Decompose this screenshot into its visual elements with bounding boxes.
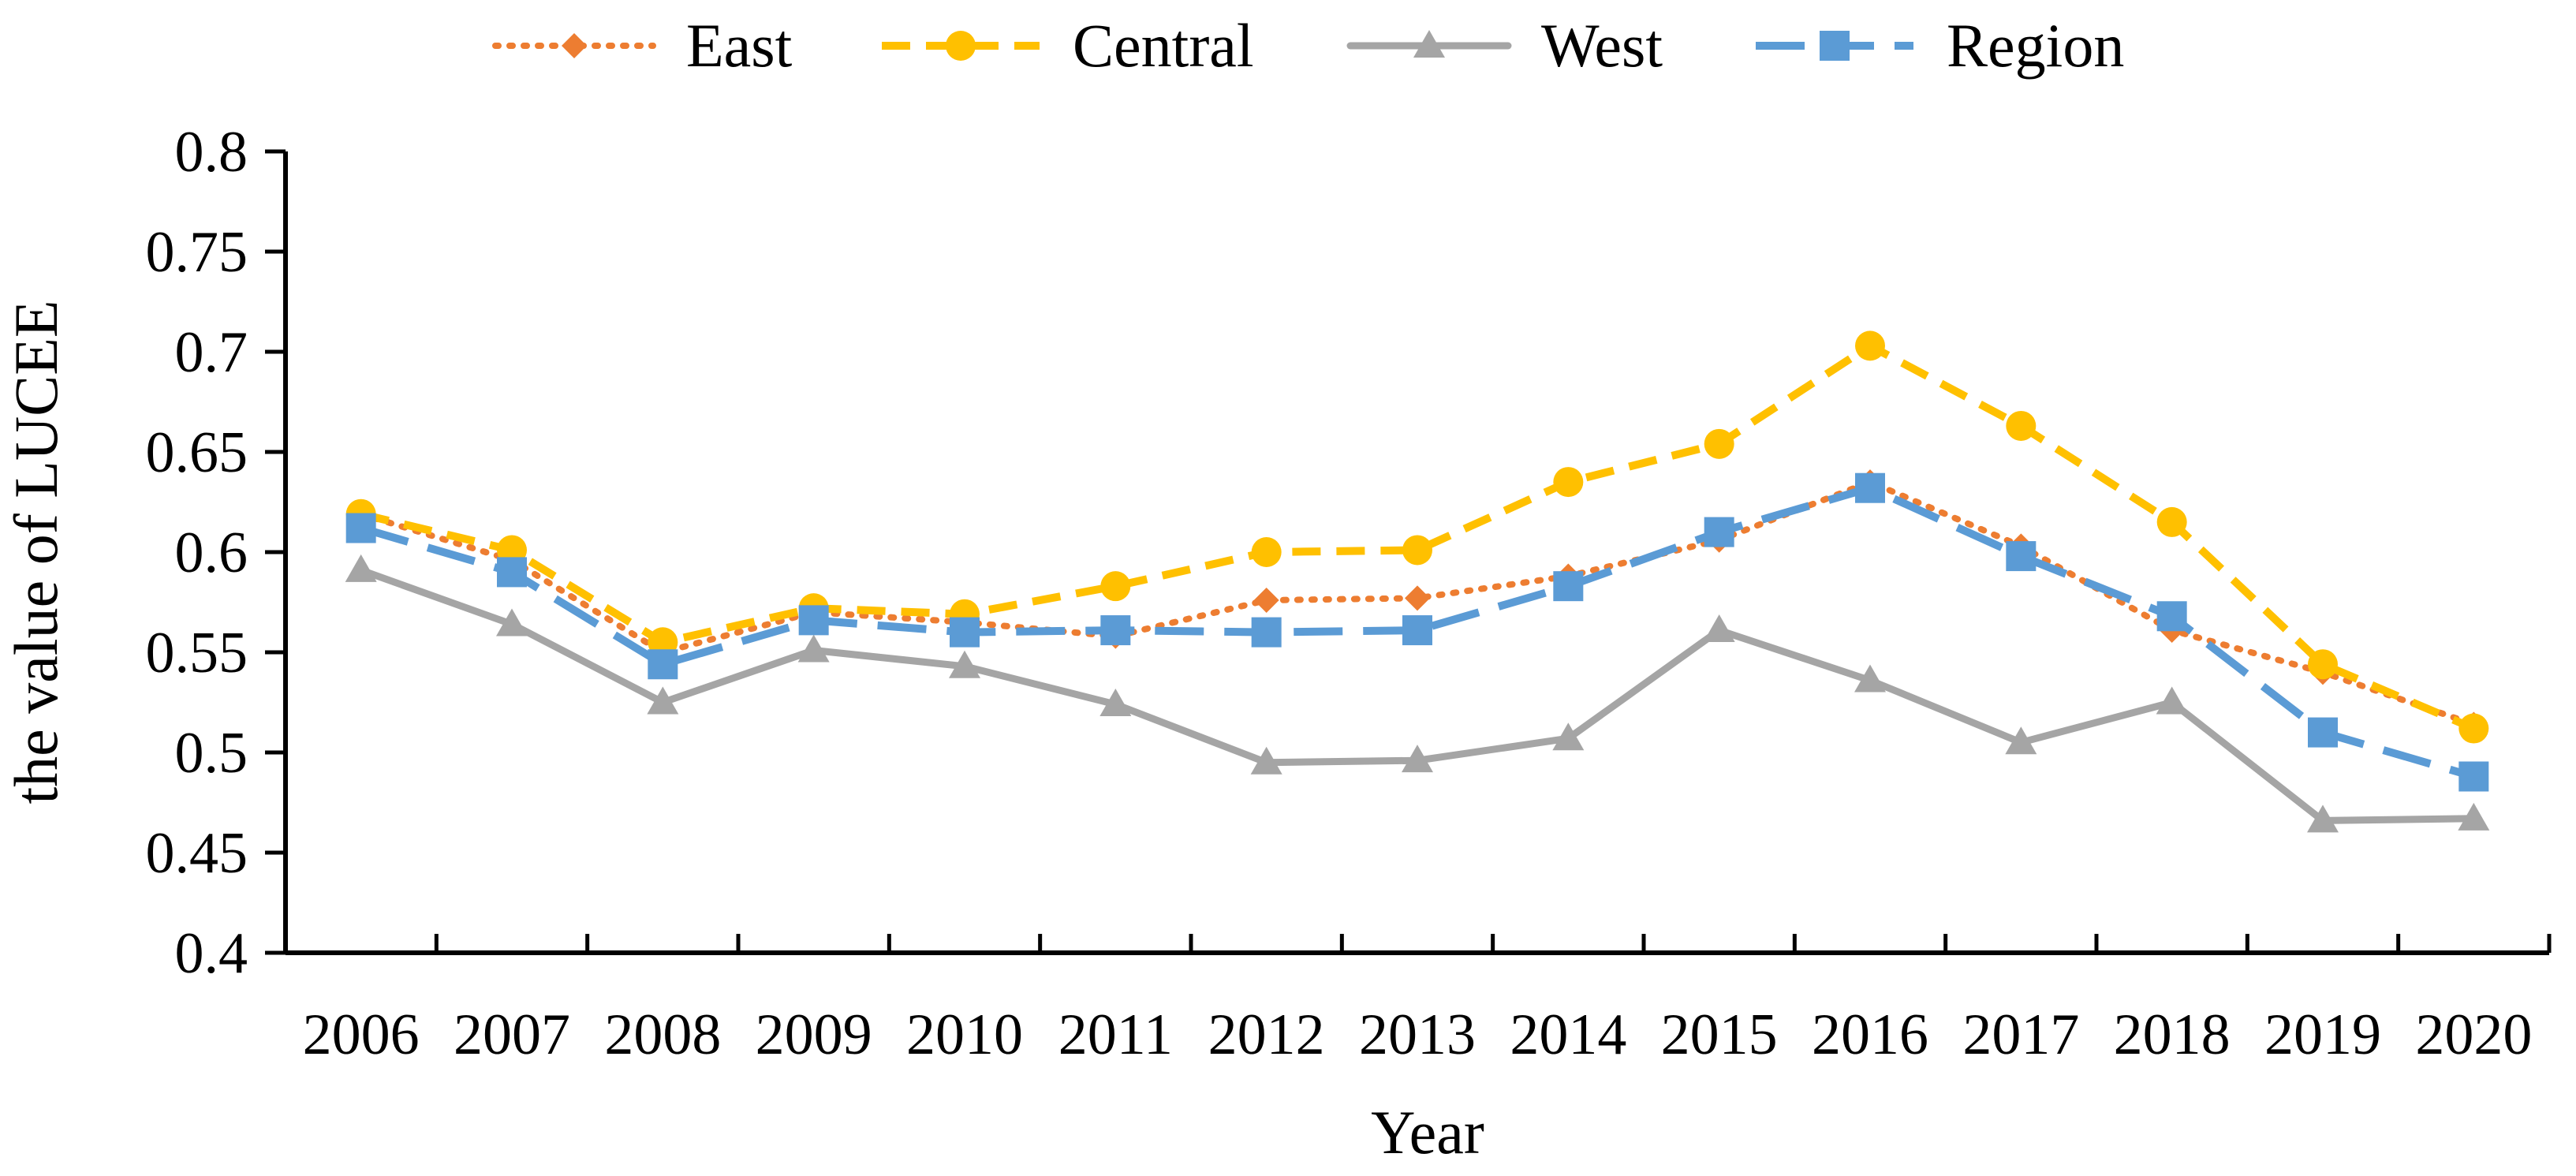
data-point-region [648, 649, 678, 680]
x-tick-label: 2014 [1510, 1002, 1626, 1067]
data-point-central [1251, 537, 1282, 567]
data-point-region [1704, 517, 1734, 547]
series-region [345, 472, 2489, 792]
legend-marker-central [946, 31, 976, 61]
series-line-east [357, 479, 2477, 728]
y-tick-label: 0.4 [175, 921, 248, 986]
data-point-region [1251, 617, 1282, 648]
data-point-central [2458, 713, 2489, 744]
data-point-east [1405, 585, 1430, 611]
legend-marker-west [1413, 30, 1445, 58]
legend-item-west: West [1346, 11, 1663, 80]
series-line-region [360, 483, 2475, 781]
y-tick-label: 0.55 [146, 621, 248, 685]
legend-marker-region [1820, 31, 1850, 61]
y-tick-label: 0.65 [146, 420, 248, 485]
x-tick-label: 2013 [1359, 1002, 1476, 1067]
x-tick-label: 2011 [1058, 1002, 1173, 1067]
chart-legend: East Central West Region [492, 11, 2124, 80]
data-point-central [1704, 428, 1734, 459]
x-tick-label: 2009 [756, 1002, 872, 1067]
y-axis: 0.4 0.45 0.5 0.55 0.6 0.65 0.7 0.75 0.8 [146, 120, 288, 986]
data-point-west [1402, 745, 1433, 773]
x-tick-label: 2016 [1812, 1002, 1928, 1067]
data-point-region [950, 617, 980, 648]
data-point-west [949, 650, 980, 678]
data-point-west [797, 634, 830, 663]
data-point-west [1250, 746, 1282, 775]
legend-marker-east [562, 33, 587, 58]
data-point-region [1553, 571, 1584, 602]
data-point-region [497, 557, 527, 588]
x-tick-label: 2020 [2415, 1002, 2532, 1067]
data-point-central [2308, 649, 2338, 680]
x-tick-label: 2012 [1208, 1002, 1325, 1067]
data-point-region [798, 605, 829, 636]
data-point-central [2006, 410, 2037, 441]
data-point-region [345, 513, 376, 543]
y-tick-label: 0.75 [146, 220, 248, 285]
data-point-region [2308, 717, 2338, 748]
legend-label-region: Region [1947, 11, 2124, 80]
data-point-west [2307, 805, 2339, 833]
x-tick-label: 2018 [2114, 1002, 2231, 1067]
legend-label-east: East [686, 11, 793, 80]
data-point-west [1552, 722, 1585, 751]
data-point-central [1855, 330, 1885, 361]
x-axis: 2006 2007 2008 2009 2010 2011 2012 2013 2014 2015… [283, 934, 2552, 1067]
x-tick-label: 2007 [454, 1002, 570, 1067]
y-tick-label: 0.8 [175, 120, 248, 185]
data-point-region [2006, 541, 2037, 572]
x-tick-label: 2006 [303, 1002, 420, 1067]
x-tick-label: 2015 [1661, 1002, 1778, 1067]
y-tick-label: 0.45 [146, 821, 248, 886]
data-point-region [1855, 472, 1885, 503]
data-point-west [1703, 614, 1735, 643]
x-axis-title: Year [1371, 1098, 1484, 1167]
data-point-region [1100, 615, 1131, 646]
data-point-west [496, 608, 528, 637]
data-point-west [2156, 686, 2188, 715]
data-point-west [345, 554, 377, 582]
data-point-west [2005, 726, 2037, 755]
y-axis-title: the value of LUCEE [2, 301, 70, 805]
data-point-west [1854, 664, 1886, 693]
data-point-region [1402, 615, 1432, 646]
data-point-west [2458, 802, 2490, 831]
data-point-west [1099, 689, 1132, 717]
data-point-region [2156, 601, 2187, 632]
legend-label-west: West [1541, 11, 1663, 80]
y-tick-label: 0.5 [175, 721, 248, 786]
series-layer [345, 330, 2490, 833]
y-tick-label: 0.6 [175, 521, 248, 585]
x-tick-label: 2010 [906, 1002, 1023, 1067]
data-point-east [1253, 587, 1279, 613]
x-tick-label: 2017 [1962, 1002, 2079, 1067]
y-tick-label: 0.7 [175, 320, 248, 385]
data-point-central [1553, 467, 1584, 498]
legend-label-central: Central [1073, 11, 1254, 80]
legend-item-east: East [492, 11, 793, 80]
data-point-central [2156, 506, 2187, 537]
series-west [345, 554, 2490, 833]
series-central [345, 330, 2489, 744]
data-point-west [647, 686, 679, 715]
data-point-region [2458, 761, 2489, 792]
data-point-central [1100, 571, 1131, 602]
legend-item-region: Region [1756, 11, 2124, 80]
legend-item-central: Central [882, 11, 1254, 80]
x-tick-label: 2008 [604, 1002, 721, 1067]
data-point-central [1402, 535, 1432, 566]
x-tick-label: 2019 [2264, 1002, 2381, 1067]
